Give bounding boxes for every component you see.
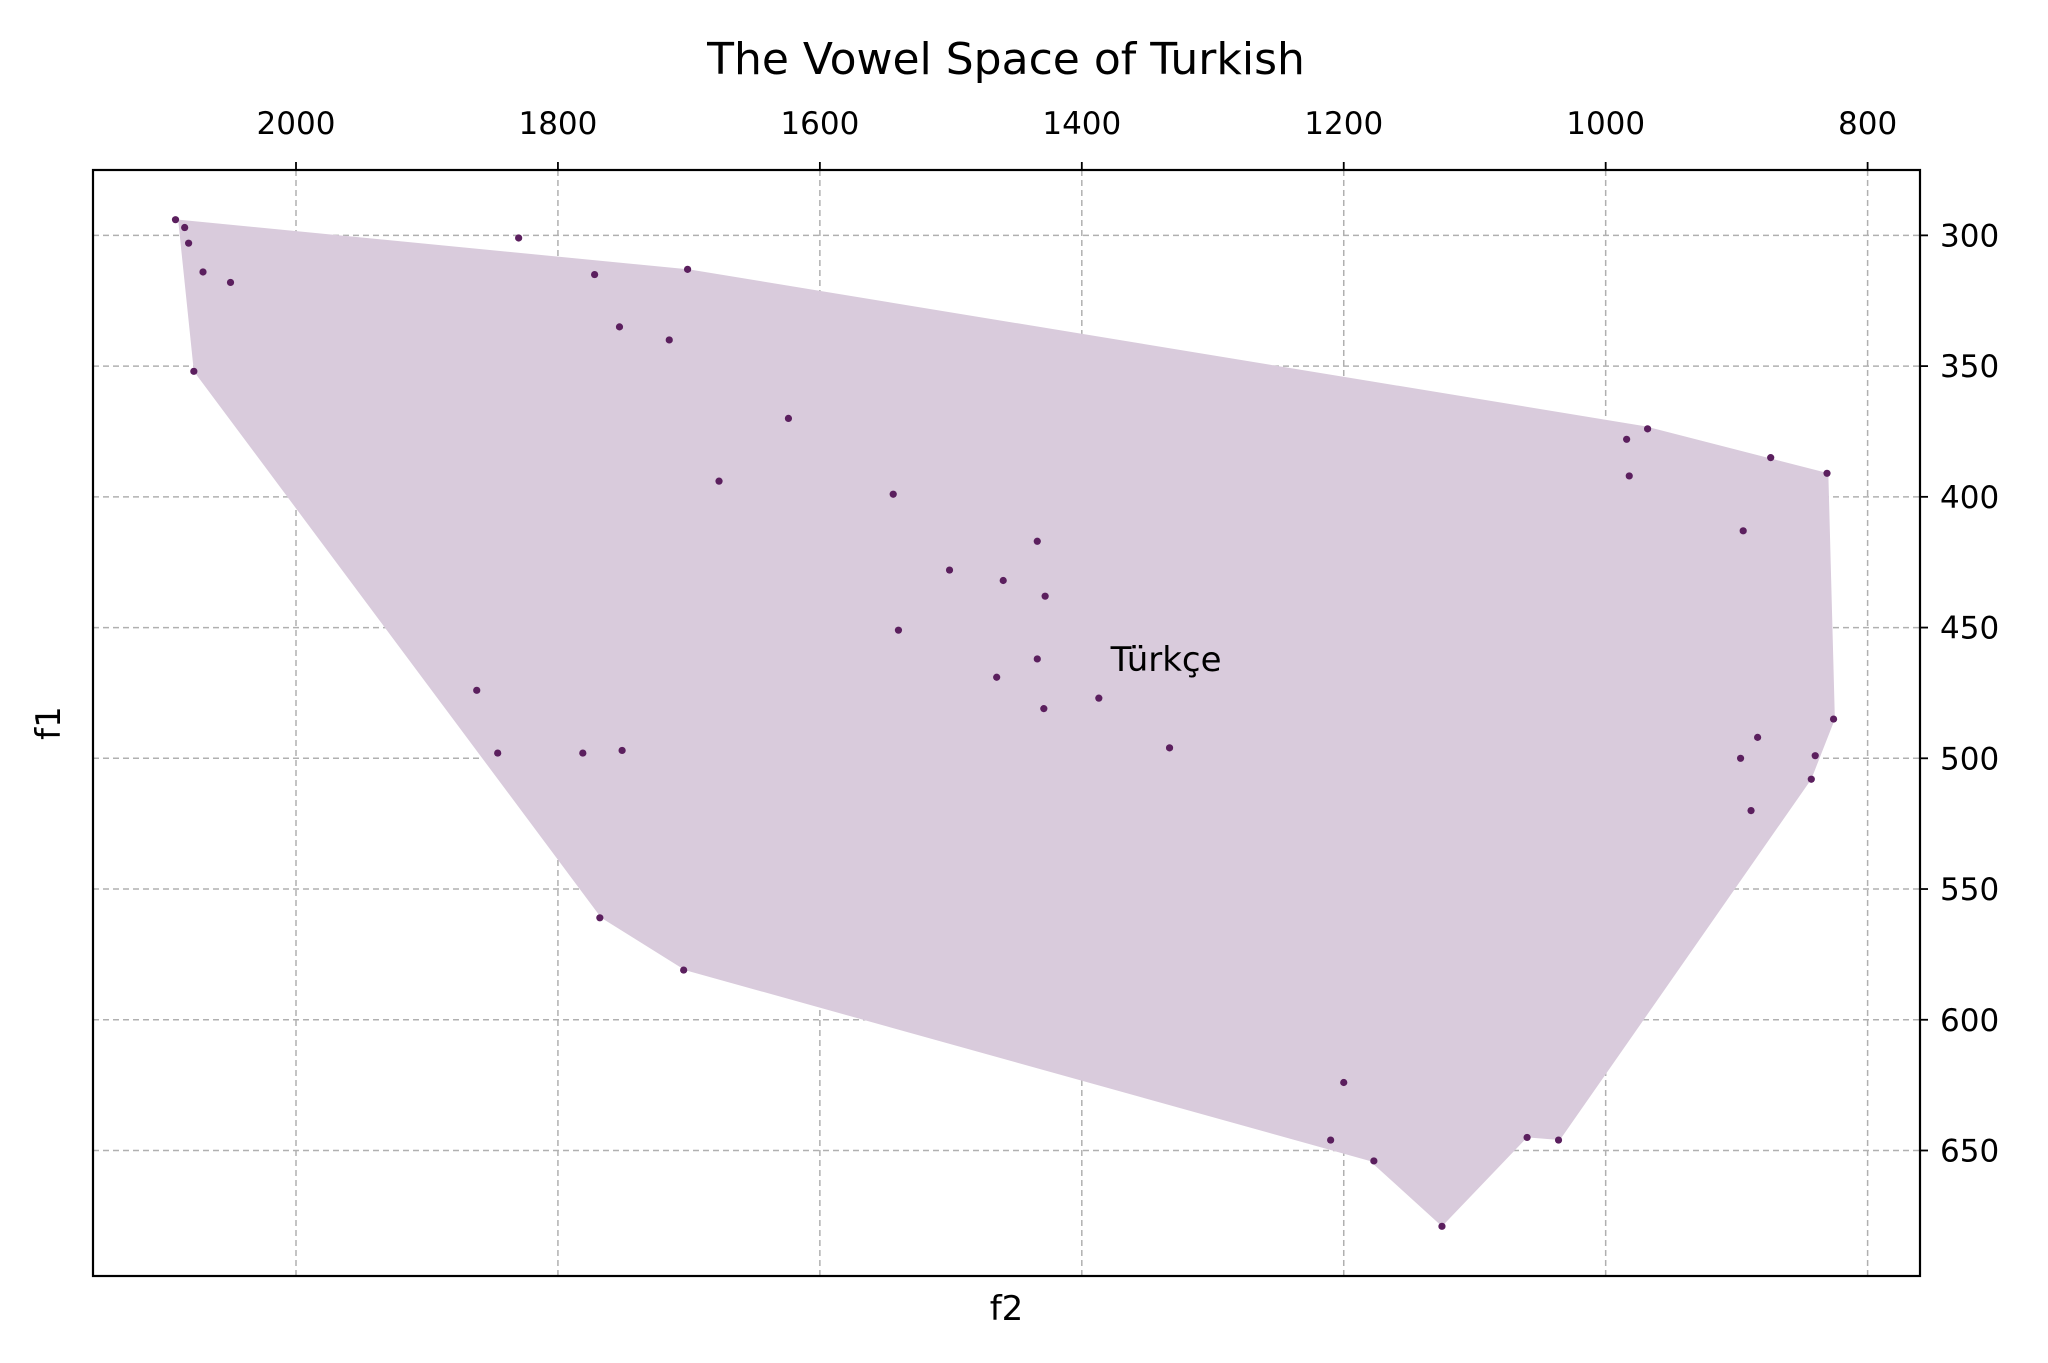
x-tick-label: 1400 xyxy=(1042,106,1121,142)
data-point xyxy=(171,216,180,224)
data-point xyxy=(1033,655,1041,663)
data-point xyxy=(591,270,599,279)
data-point xyxy=(1754,733,1762,741)
x-tick-label: 1600 xyxy=(780,106,859,142)
data-point xyxy=(1623,435,1631,443)
data-point xyxy=(596,914,604,922)
data-point xyxy=(473,686,481,694)
y-tick-label: 500 xyxy=(1940,741,1999,777)
data-point xyxy=(1811,752,1819,760)
data-point xyxy=(618,746,626,755)
x-tick-label: 1000 xyxy=(1566,106,1645,142)
data-point xyxy=(1767,454,1775,462)
data-point xyxy=(945,566,954,574)
data-point xyxy=(680,966,688,974)
y-tick-label: 450 xyxy=(1940,611,1999,647)
data-point xyxy=(715,477,723,485)
x-tick-label: 1800 xyxy=(518,106,597,142)
data-point xyxy=(1327,1136,1335,1144)
data-point xyxy=(1554,1136,1563,1144)
data-point xyxy=(1807,775,1815,783)
axis-ticks: 2000 1800 1600 1400 1200 1000 800 300 350 400 450 5… xyxy=(257,106,2000,1169)
data-point xyxy=(1040,705,1048,713)
data-point xyxy=(1625,472,1633,480)
data-point xyxy=(1739,527,1747,535)
data-point xyxy=(199,268,207,276)
data-point xyxy=(894,626,903,634)
x-tick-label: 800 xyxy=(1838,106,1897,142)
data-point xyxy=(1095,694,1103,702)
x-tick-label: 2000 xyxy=(257,106,336,142)
data-point xyxy=(993,673,1001,681)
data-point xyxy=(683,265,692,273)
data-point xyxy=(1370,1157,1378,1165)
data-point xyxy=(515,234,523,242)
y-tick-label: 350 xyxy=(1940,349,1999,385)
data-point xyxy=(1041,592,1049,600)
data-point xyxy=(185,239,193,247)
data-point xyxy=(226,278,235,287)
y-tick-label: 600 xyxy=(1940,1003,1999,1039)
y-tick-label: 550 xyxy=(1940,872,1999,908)
plot-frame xyxy=(91,168,1922,1278)
data-point xyxy=(1747,806,1755,815)
data-point xyxy=(615,323,624,331)
data-point xyxy=(181,223,189,232)
data-point xyxy=(889,490,897,498)
data-point xyxy=(1643,425,1652,433)
data-point xyxy=(1438,1222,1446,1230)
x-tick-label: 1200 xyxy=(1304,106,1383,142)
y-axis-label: f1 xyxy=(29,706,69,740)
language-annotation: Türkçe xyxy=(1110,640,1222,680)
vowel-space-hull xyxy=(178,219,1835,1227)
y-tick-label: 400 xyxy=(1940,480,1999,516)
data-point xyxy=(190,367,198,375)
data-point xyxy=(1523,1133,1531,1142)
chart-title: The Vowel Space of Turkish xyxy=(706,34,1305,85)
data-point xyxy=(1823,469,1831,477)
data-point xyxy=(494,749,502,757)
data-point xyxy=(1736,754,1745,762)
data-point xyxy=(1033,537,1041,545)
data-points xyxy=(171,216,1838,1230)
data-point xyxy=(1340,1078,1348,1087)
x-axis-label: f2 xyxy=(990,1289,1024,1329)
y-tick-label: 650 xyxy=(1940,1133,1999,1169)
data-point xyxy=(784,414,793,422)
data-point xyxy=(999,576,1007,585)
data-point xyxy=(579,749,587,757)
data-point xyxy=(665,336,673,344)
data-point xyxy=(1829,715,1838,723)
data-point xyxy=(1165,744,1174,752)
y-tick-label: 300 xyxy=(1940,218,1999,254)
